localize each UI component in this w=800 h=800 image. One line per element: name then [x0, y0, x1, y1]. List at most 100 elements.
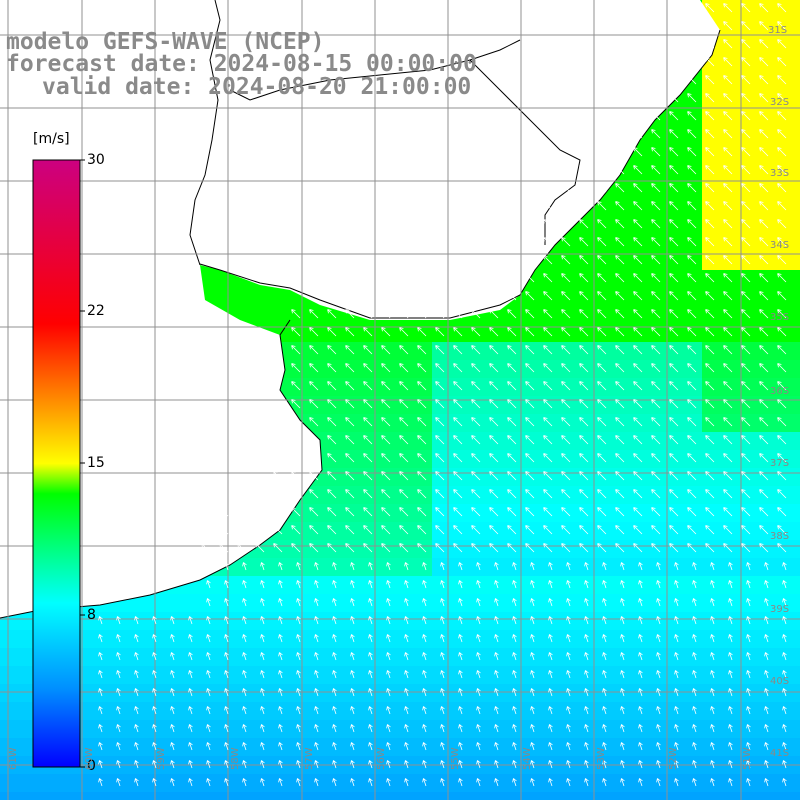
wind-arrow [651, 507, 661, 517]
field-cell [774, 774, 793, 793]
field-cell [126, 774, 145, 793]
wind-arrow [435, 363, 445, 373]
wind-arrow [327, 435, 337, 445]
wind-arrow [746, 634, 751, 643]
field-cell [306, 702, 325, 721]
field-cell [252, 738, 271, 757]
wind-arrow [633, 435, 643, 445]
wind-arrow [741, 183, 751, 193]
wind-arrow [633, 309, 643, 319]
wind-arrow [404, 652, 409, 661]
field-cell [324, 666, 343, 685]
wind-arrow [615, 345, 625, 355]
field-cell [396, 738, 415, 757]
wind-arrow [386, 652, 391, 661]
field-cell [504, 666, 523, 685]
wind-arrow [584, 598, 589, 607]
wind-arrow [296, 706, 301, 715]
wind-arrow [759, 237, 769, 247]
wind-arrow [723, 111, 733, 121]
wind-arrow [512, 580, 517, 589]
field-cell [306, 684, 325, 703]
field-cell [432, 774, 451, 793]
wind-arrow [669, 543, 679, 553]
wind-arrow [435, 453, 445, 463]
field-cell [324, 612, 343, 631]
wind-arrow [705, 129, 715, 139]
wind-arrow [597, 435, 607, 445]
wind-arrow [417, 543, 427, 553]
field-cell [378, 666, 397, 685]
wind-arrow [363, 507, 373, 517]
wind-arrow [440, 616, 445, 625]
wind-arrow [363, 489, 373, 499]
field-cell [90, 666, 109, 685]
wind-arrow [476, 670, 481, 679]
wind-arrow [687, 381, 697, 391]
wind-arrow [705, 435, 715, 445]
wind-arrow [291, 327, 301, 337]
lon-label: 61W [8, 747, 19, 770]
field-cell [756, 738, 775, 757]
wind-arrow [638, 616, 643, 625]
wind-arrow [255, 525, 265, 535]
wind-arrow [345, 489, 355, 499]
wind-arrow [525, 345, 535, 355]
field-cell [648, 738, 667, 757]
colorbar-label-22: 22 [87, 303, 105, 319]
wind-arrow [224, 580, 229, 589]
field-cell [360, 666, 379, 685]
field-cell [360, 738, 379, 757]
field-cell [450, 648, 469, 667]
field-cell [738, 558, 757, 577]
field-cell [522, 594, 541, 613]
wind-arrow [98, 688, 103, 697]
field-cell [612, 720, 631, 739]
wind-arrow [458, 616, 463, 625]
field-cell [648, 702, 667, 721]
wind-arrow [692, 598, 697, 607]
wind-arrow [741, 471, 751, 481]
wind-arrow [512, 670, 517, 679]
wind-arrow [723, 507, 733, 517]
wind-arrow [476, 742, 481, 751]
wind-arrow [530, 652, 535, 661]
wind-arrow [543, 255, 553, 265]
wind-arrow [260, 706, 265, 715]
wind-arrow [525, 435, 535, 445]
wind-arrow [543, 291, 553, 301]
field-cell [18, 792, 37, 800]
wind-arrow [404, 724, 409, 733]
wind-arrow [224, 688, 229, 697]
wind-arrow [440, 598, 445, 607]
wind-arrow [723, 93, 733, 103]
wind-arrow [327, 417, 337, 427]
field-cell [378, 720, 397, 739]
field-cell [342, 612, 361, 631]
field-cell [522, 576, 541, 595]
field-cell [342, 720, 361, 739]
wind-arrow [381, 399, 391, 409]
wind-arrow [651, 219, 661, 229]
wind-arrow [669, 417, 679, 427]
wind-arrow [188, 742, 193, 751]
wind-arrow [381, 327, 391, 337]
wind-arrow [620, 760, 625, 769]
wind-arrow [471, 543, 481, 553]
wind-arrow [273, 543, 283, 553]
wind-arrow [548, 598, 553, 607]
wind-arrow [296, 616, 301, 625]
wind-arrow [705, 471, 715, 481]
lon-label: 54W [522, 747, 533, 770]
wind-arrow [687, 111, 697, 121]
wind-arrow [728, 562, 733, 571]
field-cell [558, 558, 577, 577]
wind-arrow [453, 417, 463, 427]
wind-arrow [687, 57, 697, 67]
wind-arrow [782, 706, 787, 715]
wind-arrow [759, 453, 769, 463]
wind-arrow [381, 525, 391, 535]
field-cell [108, 630, 127, 649]
wind-arrow [309, 327, 319, 337]
wind-arrow [764, 724, 769, 733]
